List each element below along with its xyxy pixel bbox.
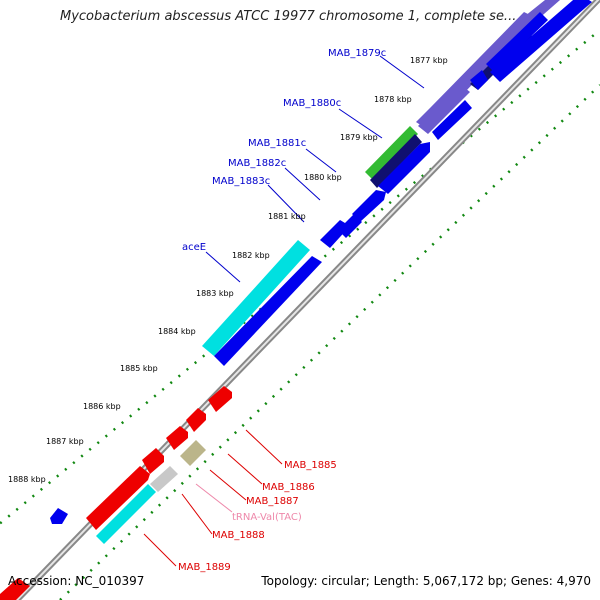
label-MAB_1883c[interactable]: MAB_1883c (212, 176, 270, 187)
gene-labels-top: MAB_1879c MAB_1880c MAB_1881c MAB_1882c … (182, 48, 386, 253)
tick-1884: 1884 kbp (158, 327, 196, 336)
gene-blue-upper-c[interactable] (490, 0, 592, 82)
genome-stats-text: Topology: circular; Length: 5,067,172 bp… (261, 574, 591, 588)
label-tRNA-Val[interactable]: tRNA-Val(TAC) (232, 512, 302, 523)
gene-blue-lone[interactable] (50, 508, 68, 524)
gene-aceE-blue[interactable] (214, 256, 322, 366)
tick-1886: 1886 kbp (83, 402, 121, 411)
label-MAB_1886[interactable]: MAB_1886 (262, 482, 315, 493)
label-MAB_1889[interactable]: MAB_1889 (178, 562, 231, 573)
label-MAB_1881c[interactable]: MAB_1881c (248, 138, 306, 149)
tick-1888: 1888 kbp (8, 475, 46, 484)
gene-MAB_1880c-b[interactable] (432, 100, 472, 140)
label-connectors-bottom (143, 429, 283, 567)
feature-green[interactable] (365, 126, 418, 180)
tick-1880: 1880 kbp (304, 173, 342, 182)
tick-track-inner (59, 84, 600, 600)
gene-MAB_1888[interactable] (86, 466, 150, 530)
gene-blue-upper-b[interactable] (486, 12, 548, 72)
tick-1877: 1877 kbp (410, 56, 448, 65)
label-MAB_1888[interactable]: MAB_1888 (212, 530, 265, 541)
tick-1885: 1885 kbp (120, 364, 158, 373)
gene-MAB_1887-tRNA[interactable] (150, 466, 178, 492)
tick-1879: 1879 kbp (340, 133, 378, 142)
gene-MAB_1889[interactable] (96, 484, 156, 544)
label-MAB_1885[interactable]: MAB_1885 (284, 460, 337, 471)
map-title: Mycobacterium abscessus ATCC 19977 chrom… (60, 9, 517, 24)
tick-1881: 1881 kbp (268, 212, 306, 221)
gene-MAB_1886-b[interactable] (166, 426, 188, 450)
tick-labels: 1877 kbp 1878 kbp 1879 kbp 1880 kbp 1881… (8, 56, 448, 484)
label-MAB_1879c[interactable]: MAB_1879c (328, 48, 386, 59)
gene-MAB_1881c[interactable] (378, 142, 430, 194)
feature-misc[interactable] (180, 440, 206, 466)
gene-blue-small-1[interactable] (338, 214, 362, 238)
gene-red-mid[interactable] (142, 448, 164, 474)
label-MAB_1882c[interactable]: MAB_1882c (228, 158, 286, 169)
gene-MAB_1885[interactable] (208, 386, 232, 412)
label-aceE[interactable]: aceE (182, 242, 206, 253)
tick-1887: 1887 kbp (46, 437, 84, 446)
gene-MAB_1882c[interactable] (352, 190, 386, 222)
gene-MAB_1886[interactable] (186, 408, 206, 432)
label-connector-trna (195, 483, 233, 513)
feature-green-navy[interactable] (370, 134, 422, 188)
map-title-bar: Mycobacterium abscessus ATCC 19977 chrom… (0, 0, 600, 34)
gene-aceE[interactable] (202, 240, 310, 356)
tick-1878: 1878 kbp (374, 95, 412, 104)
tick-1882: 1882 kbp (232, 251, 270, 260)
gene-blue-upper-a[interactable] (470, 70, 488, 90)
accession-text: Accession: NC_010397 (8, 574, 145, 588)
gene-red-corner[interactable] (0, 578, 30, 600)
gene-labels-bottom: MAB_1885 MAB_1886 MAB_1887 tRNA-Val(TAC)… (178, 460, 337, 573)
gene-MAB_1880c[interactable] (418, 84, 470, 134)
tick-1883: 1883 kbp (196, 289, 234, 298)
label-connectors-top (205, 55, 425, 283)
label-MAB_1887[interactable]: MAB_1887 (246, 496, 299, 507)
label-MAB_1880c[interactable]: MAB_1880c (283, 98, 341, 109)
